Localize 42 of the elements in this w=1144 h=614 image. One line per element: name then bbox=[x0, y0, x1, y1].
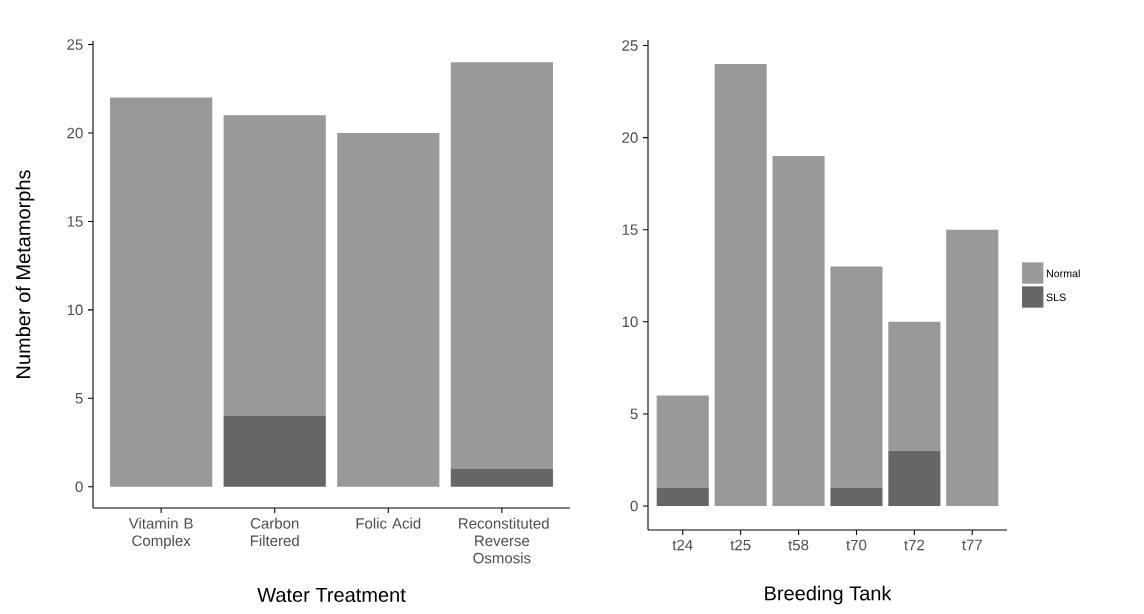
y-tick-label: 0 bbox=[75, 481, 83, 493]
y-tick-label: 15 bbox=[67, 216, 83, 227]
y-tick-label: 20 bbox=[67, 127, 83, 139]
bar bbox=[337, 132, 440, 487]
y-tick-label: 5 bbox=[630, 408, 638, 420]
bar bbox=[772, 156, 825, 507]
x-tick-label: Carbon Filtered bbox=[250, 517, 299, 547]
bar bbox=[714, 63, 767, 507]
bar bbox=[656, 395, 709, 488]
x-axis-title: Water Treatment bbox=[257, 588, 406, 602]
y-tick-label: 20 bbox=[622, 132, 638, 143]
bar bbox=[888, 450, 941, 507]
x-tick-label: Folic Acid bbox=[356, 517, 421, 529]
y-tick-label: 0 bbox=[630, 500, 638, 512]
x-tick-label: t24 bbox=[672, 539, 693, 551]
y-tick-label: 5 bbox=[75, 393, 83, 404]
bar bbox=[946, 229, 999, 507]
y-tick-label: 25 bbox=[67, 39, 83, 50]
x-tick-label: Reconstituted Reverse Osmosis bbox=[459, 517, 549, 564]
x-tick-label: Vitamin B Complex bbox=[128, 517, 193, 550]
x-tick-label: t77 bbox=[962, 539, 982, 551]
y-tick-label: 10 bbox=[67, 304, 83, 316]
legend-label: SLS bbox=[1046, 293, 1066, 302]
legend-label: Normal bbox=[1046, 269, 1080, 278]
x-tick-label: t72 bbox=[904, 539, 925, 551]
y-tick-label: 25 bbox=[622, 40, 638, 51]
bar bbox=[450, 469, 553, 487]
bar bbox=[110, 97, 213, 487]
bar bbox=[223, 115, 326, 417]
y-axis-title: Number of Metamorphs bbox=[15, 170, 35, 378]
bar bbox=[450, 62, 553, 470]
bar bbox=[830, 266, 883, 488]
x-axis-title: Breeding Tank bbox=[765, 585, 892, 605]
bar bbox=[656, 487, 709, 507]
bar bbox=[888, 321, 941, 451]
x-tick-label: t25 bbox=[730, 539, 751, 551]
x-tick-label: t58 bbox=[788, 539, 809, 551]
x-tick-label: t70 bbox=[846, 539, 867, 551]
y-tick-label: 10 bbox=[622, 316, 638, 328]
bar bbox=[830, 487, 883, 507]
y-tick-label: 15 bbox=[622, 224, 638, 235]
bar bbox=[223, 416, 326, 487]
